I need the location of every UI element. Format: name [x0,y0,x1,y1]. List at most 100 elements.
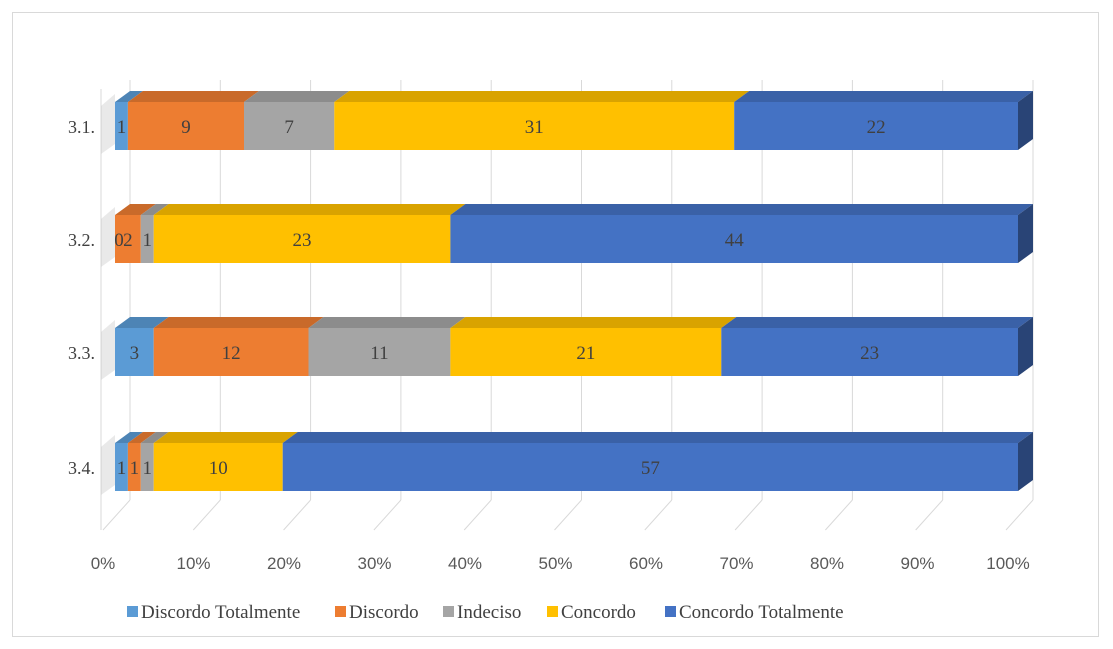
x-tick-label: 30% [357,554,391,573]
floor-gridline [1005,499,1034,531]
bar-segment [127,443,141,491]
data-label: 1 [130,458,140,479]
x-tick-label: 60% [629,554,663,573]
category-label: 3.1. [68,117,95,137]
bar-side-face [1018,91,1033,150]
bar-segment [140,215,154,263]
bar-top-face [734,91,1033,102]
legend: Discordo Totalmente Discordo Indeciso Conco… [127,602,844,623]
floor-gridline [192,499,221,531]
data-label: 23 [860,343,879,364]
bar-top-face [282,432,1033,443]
x-tick-label: 20% [267,554,301,573]
bar-top-face [115,432,143,443]
data-label: 11 [370,343,388,364]
bar-top-face [244,91,350,102]
bar-top-face [450,204,1033,215]
wall-shadow [101,435,115,495]
bar-segment [153,443,283,491]
data-label: 57 [641,458,660,479]
bar-segment [721,328,1018,376]
floor-gridline [463,499,492,531]
x-tick-label: 50% [538,554,572,573]
category-labels: 3.1. 3.2. 3.3. 3.4. [68,117,95,478]
legend-swatch [127,606,138,617]
bar-segment [115,215,141,263]
floor-gridline [734,499,763,531]
x-tick-label: 40% [448,554,482,573]
bar-segment [140,443,154,491]
floor-gridline [102,499,131,531]
legend-swatch [443,606,454,617]
bar-segment [450,328,722,376]
bar-segment [334,102,735,150]
data-label: 3 [130,343,140,364]
legend-swatch [335,606,346,617]
floor-gridline [825,499,853,531]
x-tick-label: 80% [810,554,844,573]
bar-segment [450,215,1018,263]
bar-segment [308,328,451,376]
data-label: 22 [867,117,886,138]
wall-shadow [101,94,115,154]
floor-gridline [644,499,673,531]
bar-top-face [153,317,324,328]
bar-top-face [140,204,169,215]
legend-entry: Discordo [349,602,419,623]
category-label: 3.2. [68,230,95,250]
x-tick-labels: 0% 10% 20% 30% 40% 50% 60% 70% 80% 90% 100% [91,554,1030,573]
data-label: 0 [114,230,124,251]
bar-segment [115,443,128,491]
x-tick-label: 90% [900,554,934,573]
bar-segment [115,328,154,376]
bar-top-face [721,317,1033,328]
legend-swatch [665,606,676,617]
x-tick-label: 0% [91,554,116,573]
data-label: 21 [576,343,595,364]
data-label: 7 [284,117,294,138]
data-label: 1 [143,230,153,251]
bar-side-face [1018,317,1033,376]
legend-entry: Concordo [561,602,636,623]
bar-top-face [127,91,260,102]
floor-gridline [283,499,311,531]
bar-top-face [115,204,156,215]
data-label: 12 [222,343,241,364]
legend-entry: Concordo Totalmente [679,602,844,623]
legend-entry: Indeciso [457,602,521,623]
bar-segment [127,102,244,150]
bar-segment [734,102,1018,150]
bar-top-face [153,204,466,215]
bar-top-face [140,432,169,443]
floor-gridline [554,499,582,531]
x-tick-label: 10% [176,554,210,573]
bar-side-face [1018,204,1033,263]
data-label: 10 [209,458,228,479]
legend-swatch [547,606,558,617]
bar-segment [153,215,451,263]
wall-shadow [101,207,115,267]
bar-top-face [153,432,298,443]
data-label: 31 [525,117,544,138]
data-label: 1 [143,458,153,479]
floor-gridline [373,499,402,531]
data-label: 23 [293,230,312,251]
data-label: 1 [117,117,127,138]
bar-segment [115,102,128,150]
bar-top-face [450,317,737,328]
data-label: 9 [181,117,191,138]
bar-segment [244,102,335,150]
bar-side-face [1018,432,1033,491]
bar-top-face [127,432,156,443]
bar-top-face [115,91,143,102]
floor-gridline [915,499,944,531]
legend-entry: Discordo Totalmente [141,602,300,623]
bar-top-face [308,317,466,328]
x-tick-label: 70% [719,554,753,573]
bar-top-face [115,317,169,328]
axis-wall [100,89,115,530]
data-labels: 1 9 7 31 220 2 1 23 443 12 11 21 231 1 1 10 57 [114,117,885,479]
x-tick-label: 100% [986,554,1029,573]
bar-top-face [334,91,750,102]
